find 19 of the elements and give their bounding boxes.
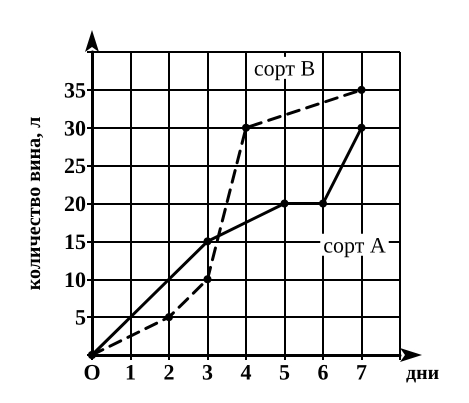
x-axis-title: дни	[406, 362, 440, 384]
series-label: сорт В	[254, 55, 316, 80]
y-tick-label: 25	[64, 153, 86, 178]
y-tick-label: 20	[64, 191, 86, 216]
y-tick-label: 10	[64, 266, 86, 292]
y-axis-title: количество вина, л	[23, 116, 45, 290]
x-tick-label: 6	[318, 360, 328, 384]
x-tick-label: O	[83, 360, 101, 384]
y-tick-label: 5	[75, 304, 86, 330]
y-tick-label: 30	[64, 115, 86, 140]
x-tick-label: 1	[125, 360, 136, 384]
x-tick-label: 2	[164, 360, 174, 384]
series-label: сорт А	[323, 232, 386, 258]
x-tick-label: 5	[279, 360, 290, 384]
x-tick-label: 3	[202, 360, 213, 384]
x-tick-label: 7	[356, 360, 367, 384]
y-tick-label: 35	[64, 77, 86, 102]
y-tick-label: 15	[64, 228, 86, 254]
x-tick-label: 4	[240, 360, 252, 384]
